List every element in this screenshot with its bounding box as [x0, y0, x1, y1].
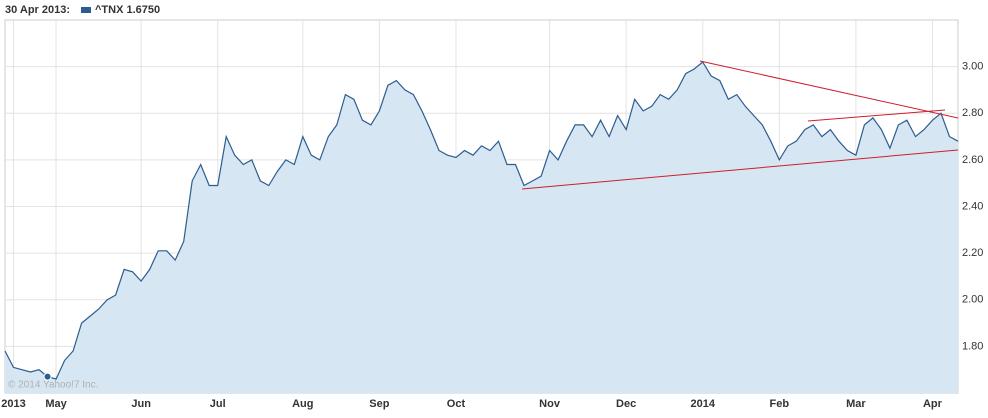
x-tick-label: Feb [770, 398, 790, 410]
line [4, 61, 959, 380]
y-tick-label: 2.20 [962, 247, 983, 259]
legend-label: ^TNX 1.6750 [95, 4, 160, 16]
x-tick-label: Sep [369, 398, 389, 410]
x-tick-label: Jul [210, 398, 226, 410]
y-tick-label: 3.00 [962, 61, 983, 73]
watermark: © 2014 Yahoo!7 Inc. [8, 380, 98, 391]
x-tick-label: 2013 [1, 398, 25, 410]
x-tick-label: Nov [539, 398, 561, 410]
y-tick-label: 2.60 [962, 154, 983, 166]
legend-swatch [81, 7, 91, 13]
x-tick-label: Aug [292, 398, 313, 410]
x-tick-label: Dec [616, 398, 636, 410]
y-tick-label: 2.40 [962, 200, 983, 212]
x-tick-label: Mar [846, 398, 866, 410]
y-tick-label: 2.80 [962, 107, 983, 119]
x-tick-label: 2014 [690, 398, 715, 410]
x-tick-label: Oct [447, 398, 466, 410]
plot [4, 61, 959, 393]
trendline [699, 60, 959, 119]
x-tick-label: May [45, 398, 67, 410]
y-tick-label: 2.00 [962, 294, 983, 306]
hover-marker [43, 372, 52, 381]
trendline [807, 109, 946, 122]
legend-date: 30 Apr 2013: [5, 4, 70, 16]
area [5, 62, 958, 393]
x-tick-label: Jun [131, 398, 151, 410]
x-tick-label: Apr [923, 398, 943, 410]
trendline [521, 149, 959, 190]
y-tick-label: 1.80 [962, 340, 983, 352]
